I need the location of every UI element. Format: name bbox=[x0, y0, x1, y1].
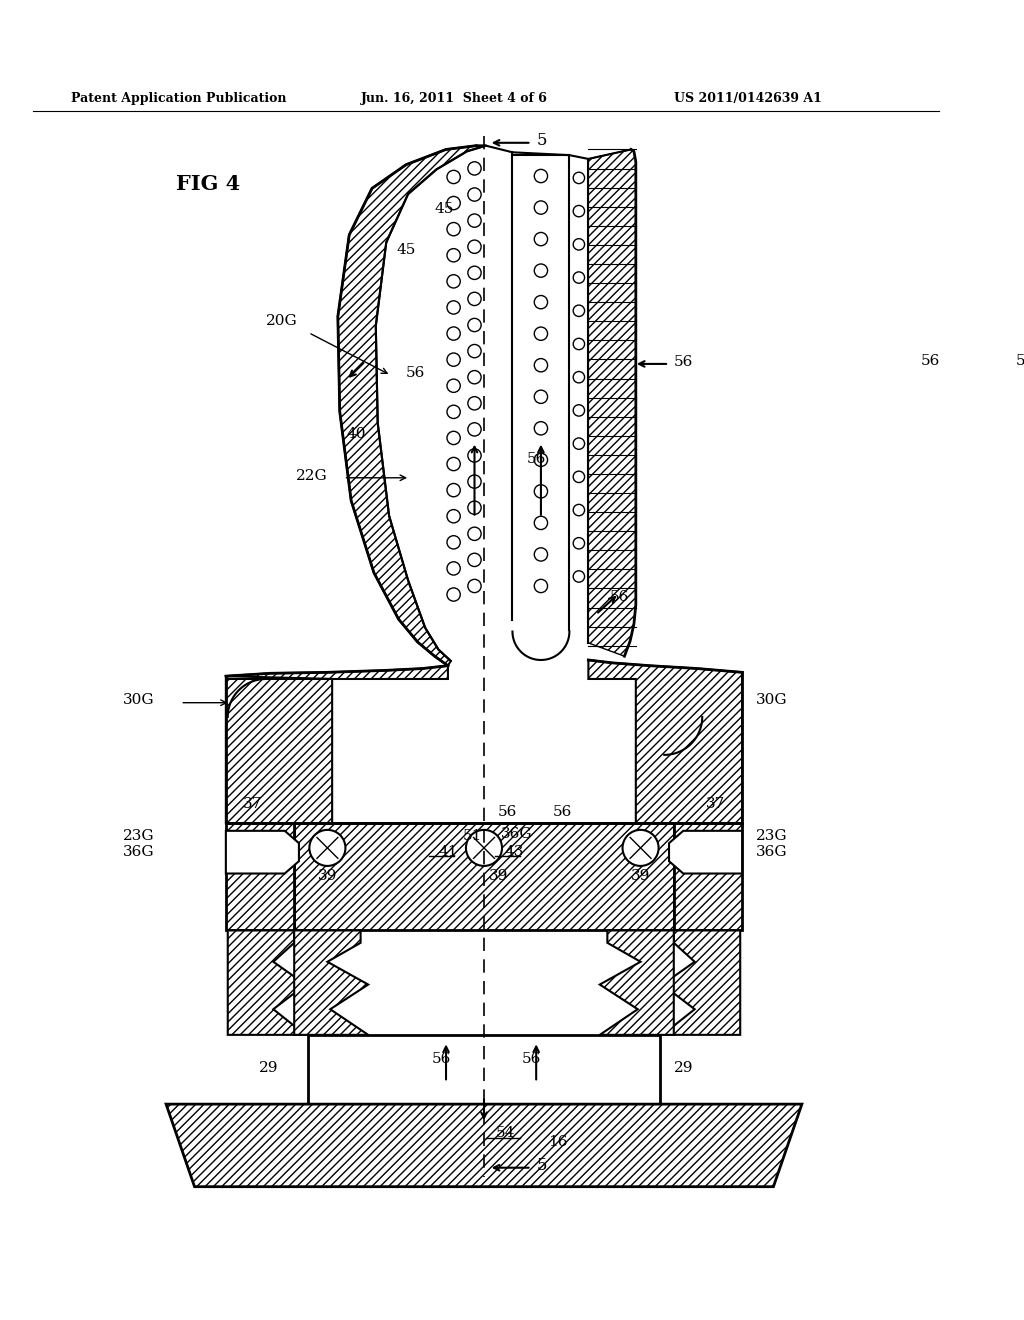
Text: 36G: 36G bbox=[123, 845, 155, 859]
Polygon shape bbox=[674, 824, 742, 931]
Text: 23G: 23G bbox=[757, 829, 788, 842]
Text: 36G: 36G bbox=[757, 845, 788, 859]
Text: 30G: 30G bbox=[757, 693, 788, 706]
Text: 29: 29 bbox=[259, 1061, 279, 1074]
Polygon shape bbox=[663, 931, 740, 1035]
Polygon shape bbox=[226, 830, 299, 874]
Polygon shape bbox=[226, 824, 294, 931]
Text: 5: 5 bbox=[537, 1158, 547, 1175]
Polygon shape bbox=[669, 830, 742, 874]
Polygon shape bbox=[166, 1104, 802, 1187]
Text: 39: 39 bbox=[317, 870, 337, 883]
Text: 45: 45 bbox=[396, 243, 416, 257]
Text: 56: 56 bbox=[1016, 354, 1024, 368]
Circle shape bbox=[623, 830, 658, 866]
Text: 56: 56 bbox=[609, 590, 629, 605]
Text: 54: 54 bbox=[496, 1126, 515, 1139]
Text: Jun. 16, 2011  Sheet 4 of 6: Jun. 16, 2011 Sheet 4 of 6 bbox=[360, 91, 548, 104]
Text: 51: 51 bbox=[463, 829, 482, 842]
Text: 39: 39 bbox=[488, 870, 508, 883]
Polygon shape bbox=[338, 145, 485, 665]
Text: US 2011/0142639 A1: US 2011/0142639 A1 bbox=[674, 91, 821, 104]
Text: 56: 56 bbox=[552, 805, 571, 818]
Text: 37: 37 bbox=[707, 797, 725, 812]
Polygon shape bbox=[294, 824, 674, 931]
Polygon shape bbox=[227, 931, 305, 1035]
Text: Patent Application Publication: Patent Application Publication bbox=[72, 91, 287, 104]
Circle shape bbox=[466, 830, 502, 866]
Text: 45: 45 bbox=[434, 202, 454, 216]
Text: 56: 56 bbox=[432, 1052, 452, 1065]
Text: 36G: 36G bbox=[501, 826, 532, 841]
Text: 56: 56 bbox=[674, 355, 693, 370]
Polygon shape bbox=[589, 149, 636, 656]
Text: 29: 29 bbox=[674, 1061, 693, 1074]
Polygon shape bbox=[589, 660, 742, 824]
Text: 16: 16 bbox=[549, 1135, 568, 1150]
Text: 40: 40 bbox=[346, 428, 366, 441]
Text: 56: 56 bbox=[526, 451, 546, 466]
Text: 37: 37 bbox=[243, 797, 262, 812]
Polygon shape bbox=[226, 665, 447, 824]
Circle shape bbox=[309, 830, 345, 866]
Text: 30G: 30G bbox=[123, 693, 155, 706]
Text: 56: 56 bbox=[921, 354, 940, 368]
Polygon shape bbox=[600, 931, 674, 1035]
Polygon shape bbox=[294, 931, 369, 1035]
Text: 56: 56 bbox=[407, 367, 426, 380]
Text: 20G: 20G bbox=[265, 314, 297, 329]
Text: 5: 5 bbox=[537, 132, 547, 149]
Text: 41: 41 bbox=[438, 845, 458, 859]
Polygon shape bbox=[308, 1035, 659, 1104]
Text: 56: 56 bbox=[522, 1052, 542, 1065]
Text: FIG 4: FIG 4 bbox=[175, 174, 240, 194]
Text: 22G: 22G bbox=[296, 469, 328, 483]
Text: 39: 39 bbox=[631, 870, 650, 883]
Text: 43: 43 bbox=[505, 845, 524, 859]
Text: 23G: 23G bbox=[123, 829, 155, 842]
Text: 56: 56 bbox=[499, 805, 517, 818]
